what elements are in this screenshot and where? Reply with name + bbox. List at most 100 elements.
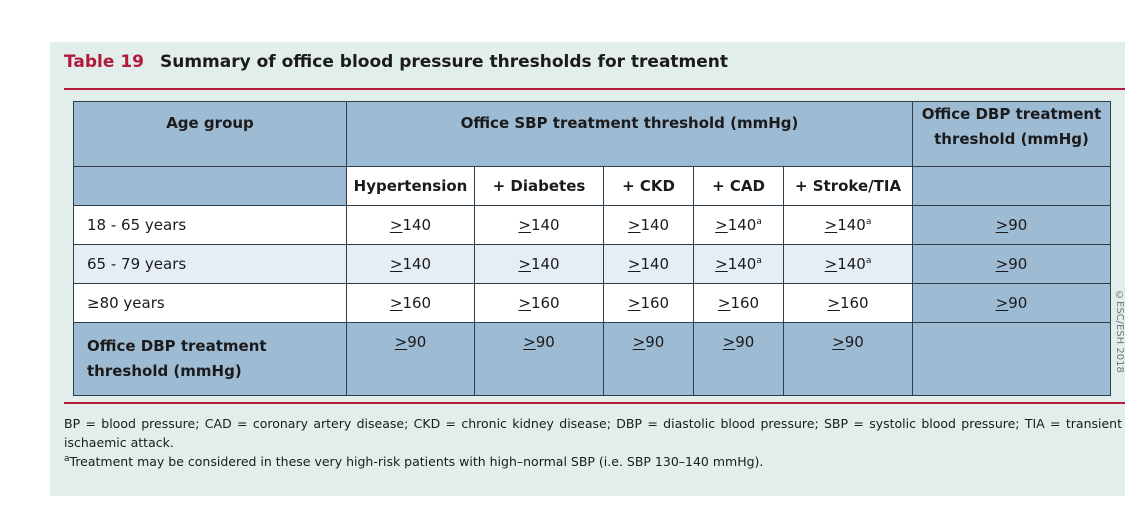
value-text: 90 [1008, 255, 1028, 273]
value-text: 90 [535, 333, 555, 351]
ge-symbol: > [627, 216, 641, 234]
value-text: 90 [407, 333, 427, 351]
cell-value: >90 [603, 322, 694, 396]
value-text: 140 [402, 255, 432, 273]
value-text: 140 [402, 216, 432, 234]
ge-symbol: > [389, 294, 403, 312]
table-title: Table 19 Summary of office blood pressure… [64, 52, 728, 76]
note-marker: a [64, 453, 70, 464]
cell-value: >160 [474, 283, 604, 323]
footnotes: BP = blood pressure; CAD = coronary arte… [64, 414, 1122, 471]
header-dbp-threshold: Office DBP treatment threshold (mmHg) [912, 101, 1111, 167]
value-text: 160 [839, 294, 869, 312]
value-text: 140 [837, 255, 866, 273]
table-number: Table 19 [64, 52, 144, 72]
value-text: 90 [1008, 216, 1028, 234]
cell-value: >140 [603, 205, 694, 245]
cell-value: >160 [346, 283, 475, 323]
footnote-marker: a [756, 217, 762, 227]
ge-symbol: > [518, 294, 531, 312]
cell-value: >90 [783, 322, 913, 396]
table-row: ≥80 years >160 >160 >160 >160 >160 >90 [73, 283, 1111, 323]
dbp-threshold-cell: >90 [912, 205, 1111, 245]
value-text: 140 [727, 216, 757, 234]
table-row-dbp-threshold: Office DBP treatment threshold (mmHg) >9… [73, 322, 1111, 396]
subheader-stroke-tia: + Stroke/TIA [783, 166, 913, 206]
cell-value: >140 [474, 244, 604, 284]
cell-value: >160 [693, 283, 784, 323]
cell-value: >140a [693, 205, 784, 245]
header-sbp-threshold: Office SBP treatment threshold (mmHg) [346, 101, 913, 167]
subheader-hypertension: Hypertension [346, 166, 475, 206]
ge-symbol: > [518, 216, 531, 234]
ge-symbol: > [389, 216, 403, 234]
ge-symbol: > [717, 294, 731, 312]
value-text: 160 [640, 294, 670, 312]
cell-value: >140 [603, 244, 694, 284]
value-text: 90 [844, 333, 864, 351]
header-age-group: Age group [73, 101, 347, 167]
value-text: 140 [640, 255, 670, 273]
top-rule [64, 88, 1125, 90]
ge-symbol: > [995, 294, 1009, 312]
ge-symbol: > [632, 333, 646, 351]
subheader-diabetes: + Diabetes [474, 166, 604, 206]
table-row: 65 - 79 years >140 >140 >140 >140a >140a >90 [73, 244, 1111, 284]
ge-symbol: > [995, 255, 1009, 273]
footnote-marker: a [865, 256, 872, 266]
table-title-text: Summary of office blood pressure thresho… [159, 52, 729, 72]
value-text: 90 [645, 333, 665, 351]
ge-symbol: > [394, 333, 408, 351]
age-group-cell: 65 - 79 years [73, 244, 347, 284]
subheader-ckd: + CKD [603, 166, 694, 206]
threshold-table: Age group Office SBP treatment threshold… [73, 101, 1111, 396]
ge-symbol: > [722, 333, 736, 351]
cell-value: >140 [474, 205, 604, 245]
dbp-threshold-cell: >90 [912, 283, 1111, 323]
copyright-side-text: ©ESC/ESH 2018 [1114, 290, 1125, 373]
ge-symbol: > [627, 294, 641, 312]
age-prefix: ≥ [87, 294, 100, 312]
dbp-threshold-cell: >90 [912, 244, 1111, 284]
cell-empty [912, 322, 1111, 396]
ge-symbol: > [389, 255, 403, 273]
ge-symbol: > [824, 216, 838, 234]
cell-value: >90 [474, 322, 604, 396]
treatment-note: aTreatment may be considered in these ve… [64, 452, 1122, 471]
ge-symbol: > [995, 216, 1009, 234]
age-text: 80 years [99, 294, 165, 312]
abbreviations-note: BP = blood pressure; CAD = coronary arte… [64, 416, 1122, 450]
footnote-marker: a [756, 256, 762, 266]
value-text: 140 [530, 255, 560, 273]
value-text: 160 [730, 294, 760, 312]
cell-value: >140a [783, 244, 913, 284]
row-label: Office DBP treatment threshold (mmHg) [73, 322, 347, 396]
table-panel: Table 19 Summary of office blood pressure… [50, 42, 1125, 496]
ge-symbol: > [824, 255, 838, 273]
ge-symbol: > [832, 333, 845, 351]
age-group-cell: ≥80 years [73, 283, 347, 323]
cell-value: >90 [693, 322, 784, 396]
cell-value: >140a [783, 205, 913, 245]
note-text: Treatment may be considered in these ver… [69, 454, 764, 469]
ge-symbol: > [523, 333, 536, 351]
age-text: 18 - 65 years [87, 216, 187, 234]
value-text: 160 [530, 294, 560, 312]
subheader-cad: + CAD [693, 166, 784, 206]
age-text: 65 - 79 years [87, 255, 187, 273]
value-text: 160 [402, 294, 432, 312]
value-text: 90 [1008, 294, 1028, 312]
ge-symbol: > [827, 294, 840, 312]
cell-value: >140 [346, 244, 475, 284]
cell-value: >90 [346, 322, 475, 396]
ge-symbol: > [518, 255, 531, 273]
value-text: 90 [735, 333, 755, 351]
bottom-rule [64, 402, 1125, 404]
footnote-marker: a [865, 217, 872, 227]
value-text: 140 [530, 216, 560, 234]
ge-symbol: > [715, 216, 728, 234]
table-row: 18 - 65 years >140 >140 >140 >140a >140a >90 [73, 205, 1111, 245]
age-group-cell: 18 - 65 years [73, 205, 347, 245]
value-text: 140 [640, 216, 670, 234]
cell-value: >140a [693, 244, 784, 284]
